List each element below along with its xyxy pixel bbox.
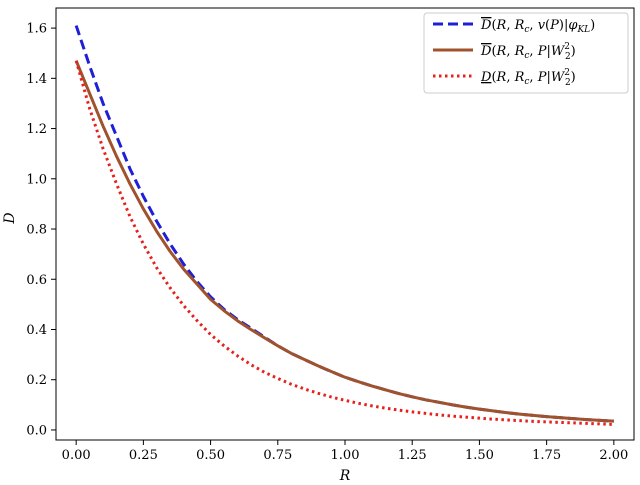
x-tick-label: 0.50 xyxy=(196,448,225,463)
x-tick-label: 1.25 xyxy=(398,448,427,463)
series-line-3 xyxy=(74,60,614,426)
y-tick-label: 0.0 xyxy=(26,423,47,438)
legend-box xyxy=(423,12,629,94)
x-tick-label: 0.75 xyxy=(263,448,292,463)
y-tick-label: 0.2 xyxy=(26,373,47,388)
y-axis-title: D xyxy=(2,212,18,224)
x-axis-title: R xyxy=(339,468,351,484)
series-line-2 xyxy=(74,60,614,423)
y-tick-label: 1.6 xyxy=(26,22,47,37)
y-axis-ticks: 0.0 0.2 0.4 0.6 0.8 1.0 1.2 1.4 1.6 xyxy=(26,22,56,438)
legend-label-w2-upper: D(R, Rc, P|W2 2) xyxy=(480,42,576,62)
legend-label-kl: D(R, Rc, v(P)|φKL) xyxy=(480,18,595,35)
y-tick-label: 0.6 xyxy=(26,273,47,288)
legend-label-w2-lower: D(R, Rc, P|W2 2) xyxy=(480,68,576,88)
y-tick-label: 1.0 xyxy=(26,172,47,187)
x-tick-label: 0.25 xyxy=(129,448,158,463)
x-axis-ticks: 0.00 0.25 0.50 0.75 1.00 1.25 1.50 1.75 2.00 xyxy=(62,440,628,463)
series-layer xyxy=(74,25,614,426)
x-tick-label: 1.50 xyxy=(465,448,494,463)
y-tick-label: 0.8 xyxy=(26,223,47,238)
y-tick-label: 0.4 xyxy=(26,323,47,338)
x-tick-label: 0.00 xyxy=(62,448,91,463)
y-tick-label: 1.4 xyxy=(26,72,47,87)
legend: D(R, Rc, v(P)|φKL) D(R, Rc, P|W2 2) D(R, … xyxy=(423,12,629,94)
x-tick-label: 2.00 xyxy=(599,448,628,463)
y-tick-label: 1.2 xyxy=(26,122,47,137)
x-tick-label: 1.00 xyxy=(331,448,360,463)
x-tick-label: 1.75 xyxy=(532,448,561,463)
